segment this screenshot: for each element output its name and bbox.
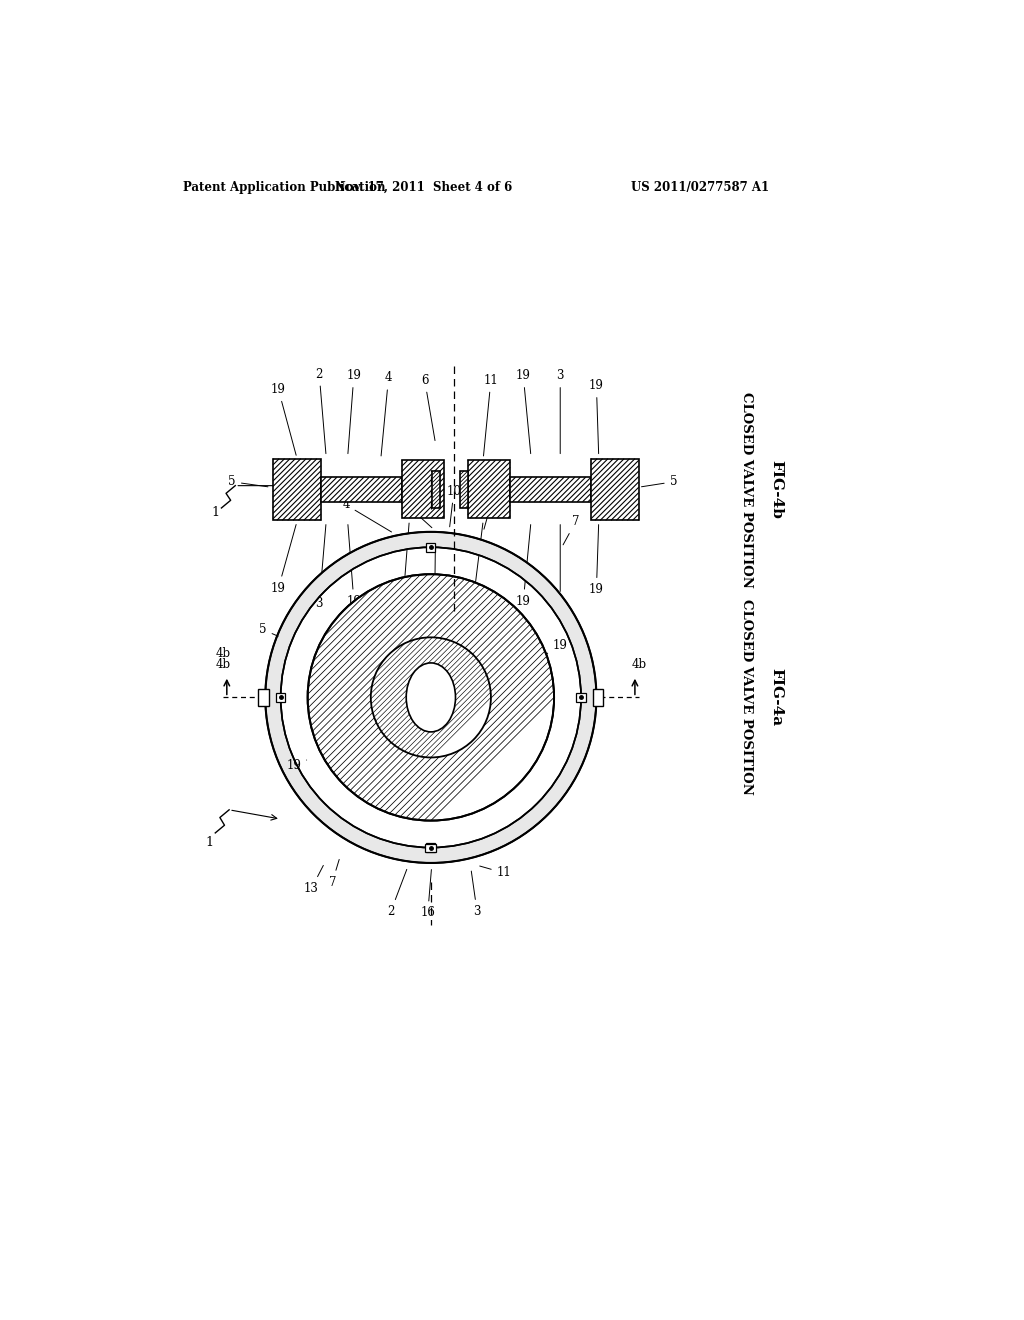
Text: 2: 2	[556, 524, 564, 610]
Text: 6: 6	[421, 374, 435, 441]
Text: 11: 11	[396, 523, 412, 597]
Text: 10: 10	[446, 484, 462, 527]
Text: 19: 19	[271, 383, 296, 455]
Text: 3: 3	[471, 871, 481, 917]
Text: 5: 5	[519, 760, 534, 774]
Circle shape	[371, 638, 490, 758]
Text: 3: 3	[556, 370, 564, 454]
Circle shape	[371, 638, 490, 758]
Text: 19: 19	[547, 639, 567, 653]
Text: 13: 13	[484, 487, 502, 529]
Text: 5: 5	[259, 623, 279, 636]
Text: 4b: 4b	[215, 659, 230, 671]
Text: 2: 2	[315, 367, 326, 454]
Bar	[401, 461, 444, 517]
Text: FIG-4b: FIG-4b	[769, 461, 782, 519]
Text: 3: 3	[315, 524, 326, 610]
Text: 11: 11	[479, 866, 511, 879]
Text: CLOSED VALVE POSITION: CLOSED VALVE POSITION	[740, 599, 753, 796]
Text: 13: 13	[304, 866, 324, 895]
Text: 6: 6	[390, 487, 432, 528]
Bar	[432, 471, 440, 508]
Text: 1: 1	[211, 506, 219, 519]
Text: 19: 19	[516, 524, 530, 607]
Text: US 2011/0277587 A1: US 2011/0277587 A1	[631, 181, 769, 194]
Text: 4: 4	[342, 499, 391, 532]
Text: 19: 19	[271, 524, 296, 594]
Text: 11: 11	[483, 374, 499, 455]
Bar	[460, 471, 468, 508]
Text: 2: 2	[387, 870, 407, 917]
Text: 4: 4	[469, 523, 483, 607]
Text: 7: 7	[329, 859, 339, 888]
Bar	[510, 478, 591, 502]
Text: 19: 19	[589, 379, 604, 454]
Bar	[276, 693, 286, 702]
Text: 19: 19	[346, 370, 361, 454]
Text: 19: 19	[516, 370, 530, 454]
Bar	[593, 689, 603, 706]
Bar	[273, 459, 321, 520]
Bar	[425, 845, 436, 853]
Text: 5: 5	[228, 475, 268, 488]
Text: 19: 19	[589, 524, 604, 597]
Bar	[321, 478, 401, 502]
Text: 7: 7	[563, 515, 580, 545]
Ellipse shape	[407, 663, 456, 731]
Text: FIG-4a: FIG-4a	[769, 668, 782, 726]
Bar	[426, 543, 435, 552]
Text: 4: 4	[381, 371, 392, 455]
Text: 4b: 4b	[215, 647, 230, 660]
Bar	[258, 689, 269, 706]
Wedge shape	[265, 532, 596, 863]
Text: 4b: 4b	[631, 659, 646, 671]
Text: Nov. 17, 2011  Sheet 4 of 6: Nov. 17, 2011 Sheet 4 of 6	[335, 181, 512, 194]
Bar	[426, 843, 435, 853]
Bar	[577, 693, 586, 702]
Text: 19: 19	[346, 524, 361, 607]
Bar	[468, 461, 510, 517]
Text: Patent Application Publication: Patent Application Publication	[183, 181, 385, 194]
Circle shape	[307, 574, 554, 821]
Text: 5: 5	[641, 475, 677, 488]
Text: 6: 6	[431, 539, 438, 607]
Text: 19: 19	[287, 759, 306, 772]
Text: CLOSED VALVE POSITION: CLOSED VALVE POSITION	[740, 392, 753, 587]
Text: 16: 16	[420, 870, 435, 920]
Bar	[591, 459, 639, 520]
Text: 1: 1	[205, 836, 213, 849]
